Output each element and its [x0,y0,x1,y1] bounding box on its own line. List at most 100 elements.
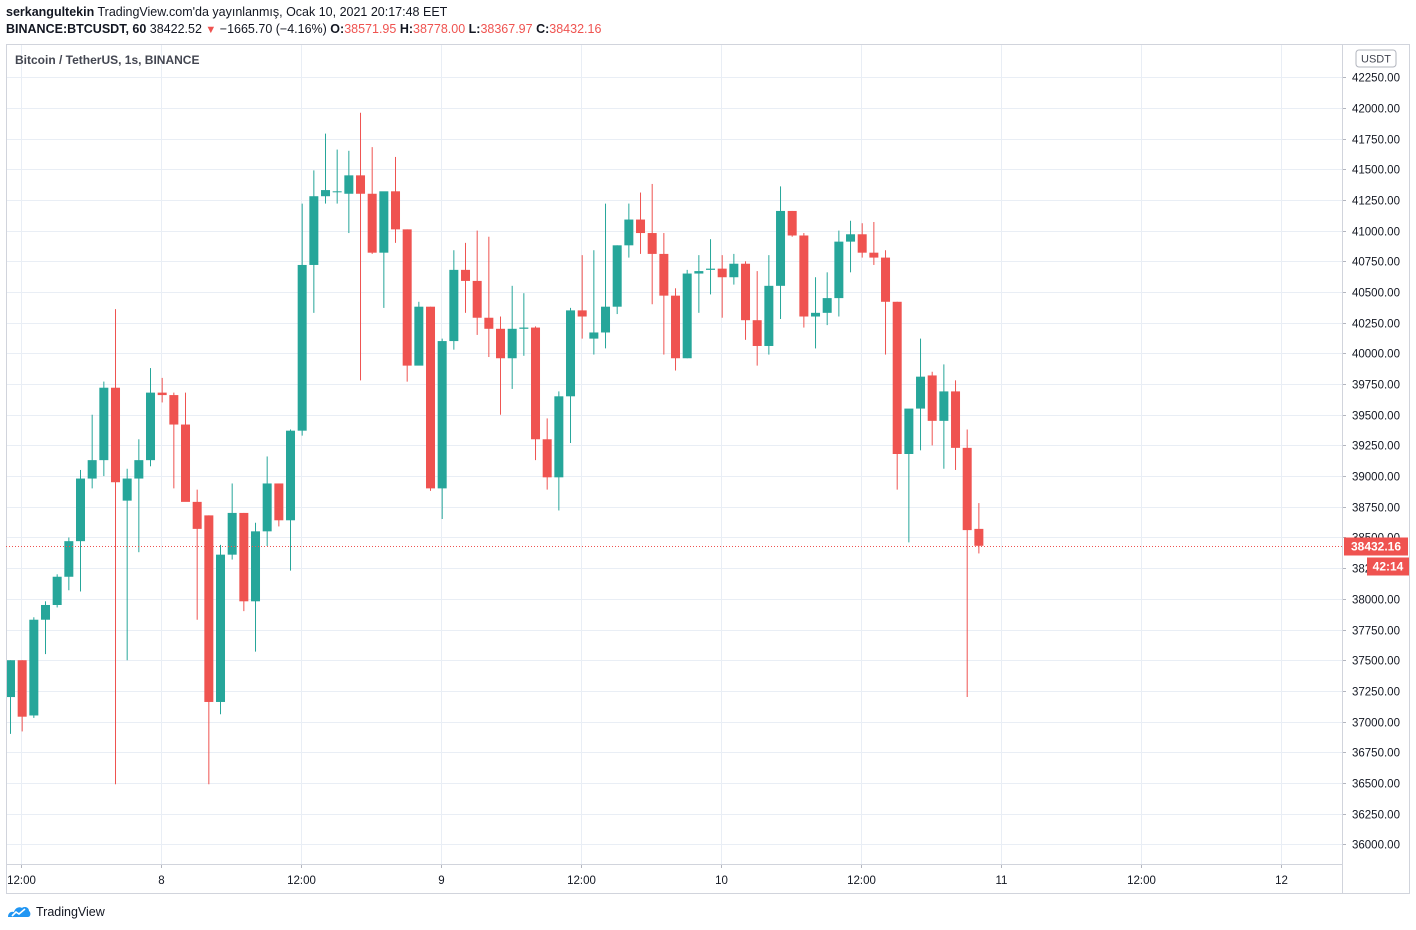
candle[interactable] [881,250,891,355]
candle[interactable] [904,408,914,543]
candle[interactable] [892,301,902,490]
candle-body [192,501,202,529]
candle[interactable] [974,503,984,554]
footer-brand[interactable]: TradingView [6,904,105,920]
candle[interactable] [181,392,191,502]
candle[interactable] [624,203,634,258]
candle[interactable] [356,112,366,381]
candle[interactable] [647,183,657,305]
candle[interactable] [87,414,97,489]
candle[interactable] [531,326,541,461]
candle[interactable] [41,601,51,655]
author-name[interactable]: serkangultekin [6,5,95,19]
symbol-label[interactable]: BINANCE:BTCUSDT, 60 [6,22,147,36]
candle[interactable] [729,253,739,285]
candle[interactable] [484,236,494,358]
candle[interactable] [309,170,319,313]
candle[interactable] [764,255,774,355]
candle[interactable] [822,272,832,326]
candle[interactable] [927,371,937,446]
candle[interactable] [496,316,506,415]
candle[interactable] [332,149,342,204]
candle[interactable] [17,660,27,732]
candle[interactable] [566,307,576,443]
candle[interactable] [951,380,961,470]
candle[interactable] [169,392,179,489]
candle-body [881,257,891,302]
candle[interactable] [99,381,109,477]
candle[interactable] [204,515,214,785]
candle[interactable] [52,574,62,608]
candle[interactable] [787,210,797,237]
candle[interactable] [717,255,727,318]
chart-legend[interactable]: Bitcoin / TetherUS, 1s, BINANCE [15,53,200,67]
candle[interactable] [694,255,704,313]
candle[interactable] [939,364,949,469]
candle[interactable] [706,239,716,295]
candle[interactable] [286,429,296,571]
candle[interactable] [274,483,284,527]
x-tick-label: 10 [715,875,728,887]
candle[interactable] [227,483,237,560]
candle[interactable] [741,261,751,340]
candle[interactable] [192,489,202,620]
candle[interactable] [297,203,307,436]
candle[interactable] [426,306,436,491]
candle[interactable] [64,537,74,591]
candle-body [286,430,296,521]
candle[interactable] [776,186,786,319]
y-tick-label: 39250.00 [1352,441,1400,453]
candle[interactable] [916,338,926,451]
candle[interactable] [612,245,622,315]
candle[interactable] [659,233,669,355]
candle[interactable] [542,418,552,490]
candle[interactable] [367,147,377,254]
candle[interactable] [519,293,529,356]
candle[interactable] [391,156,401,243]
candle[interactable] [636,192,646,254]
candle-body [531,327,541,440]
candle[interactable] [811,277,821,349]
candle[interactable] [671,288,681,371]
candle[interactable] [554,391,564,511]
candle[interactable] [251,522,261,652]
close-value: 38432.16 [549,22,602,36]
candle[interactable] [262,456,272,547]
candle[interactable] [344,150,354,234]
candle[interactable] [402,229,412,382]
candle[interactable] [29,617,39,718]
candle[interactable] [134,439,144,553]
candle[interactable] [437,338,447,520]
last-price: 38422.52 [149,22,202,36]
candle[interactable] [601,203,611,349]
candle[interactable] [846,220,856,273]
candle[interactable] [799,233,809,328]
candle[interactable] [239,512,249,612]
currency-badge-text[interactable]: USDT [1361,54,1391,66]
candle[interactable] [472,230,482,335]
candle[interactable] [76,469,86,592]
candle[interactable] [869,221,879,265]
down-arrow-icon: ▼ [205,24,217,36]
candle[interactable] [414,301,424,366]
candle[interactable] [449,250,459,350]
candle[interactable] [589,250,599,355]
candle[interactable] [379,191,389,308]
candle[interactable] [6,660,15,734]
candle[interactable] [682,269,692,359]
candle[interactable] [507,285,517,389]
candle[interactable] [321,133,331,204]
candle[interactable] [577,255,587,339]
candle[interactable] [461,242,471,313]
candle[interactable] [216,544,226,715]
candle[interactable] [962,429,972,698]
candle[interactable] [111,309,121,785]
candle[interactable] [834,230,844,317]
candle[interactable] [146,368,156,467]
candle[interactable] [157,377,167,403]
candle[interactable] [857,223,867,258]
candle[interactable] [752,271,762,366]
candle-body [146,392,156,461]
candle[interactable] [122,468,132,661]
